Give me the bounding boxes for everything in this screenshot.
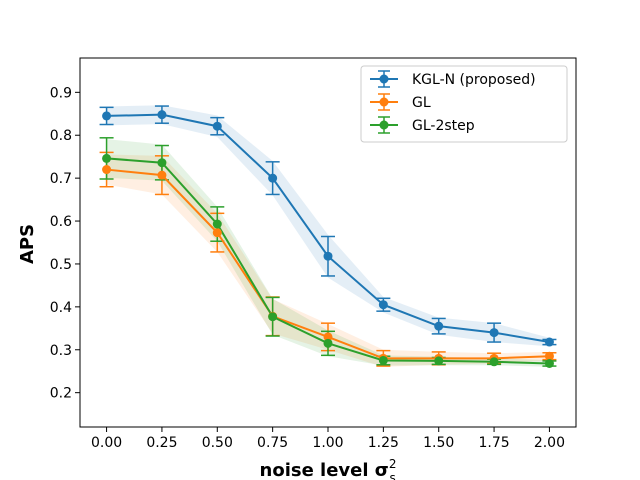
data-point — [157, 110, 167, 120]
x-axis-label-superscript: 2 — [389, 457, 397, 471]
data-point — [102, 111, 112, 121]
x-axis-label-main: noise level σ — [260, 460, 389, 480]
x-axis-label-subscript: s — [389, 471, 395, 480]
data-point — [544, 337, 554, 347]
legend: KGL-N (proposed) GL GL-2step — [360, 65, 568, 143]
y-tick-label: 0.2 — [50, 386, 72, 402]
y-tick-label: 0.7 — [50, 171, 72, 187]
data-point — [323, 332, 333, 342]
y-tick-label: 0.9 — [50, 85, 72, 101]
data-point — [489, 328, 499, 338]
x-tick-label: 1.00 — [312, 435, 343, 451]
y-tick-label: 0.8 — [50, 128, 72, 144]
data-point — [544, 351, 554, 361]
x-axis-ticks: 0.00 0.25 0.50 0.75 1.00 1.25 1.50 1.75 2.00 — [91, 427, 565, 451]
x-tick-label: 0.50 — [202, 435, 233, 451]
y-tick-label: 0.3 — [50, 343, 72, 359]
x-axis-label: noise level σ2 s — [260, 457, 397, 480]
y-axis-ticks: 0.2 0.3 0.4 0.5 0.6 0.7 0.8 0.9 — [50, 85, 80, 402]
data-point — [157, 158, 167, 168]
legend-marker — [379, 97, 389, 107]
data-point — [157, 170, 167, 180]
x-tick-label: 0.75 — [257, 435, 288, 451]
x-tick-label: 0.00 — [91, 435, 122, 451]
x-tick-label: 2.00 — [534, 435, 565, 451]
y-tick-label: 0.5 — [50, 257, 72, 273]
legend-frame — [360, 65, 568, 143]
data-point — [102, 165, 112, 175]
data-point — [434, 356, 444, 366]
data-point — [102, 153, 112, 163]
x-tick-label: 1.75 — [478, 435, 509, 451]
y-tick-label: 0.6 — [50, 214, 72, 230]
y-axis-label: APS — [17, 224, 38, 264]
legend-marker — [379, 120, 389, 130]
data-point — [323, 338, 333, 348]
legend-label: GL — [412, 95, 431, 111]
data-point — [268, 312, 278, 322]
legend-label: GL-2step — [412, 118, 475, 134]
data-point — [544, 358, 554, 368]
data-point — [212, 228, 222, 238]
legend-marker — [379, 74, 389, 84]
data-point — [268, 173, 278, 183]
data-point — [323, 251, 333, 261]
data-points — [102, 110, 554, 368]
y-tick-label: 0.4 — [50, 300, 72, 316]
x-tick-label: 1.25 — [368, 435, 399, 451]
x-tick-label: 1.50 — [423, 435, 454, 451]
legend-label: KGL-N (proposed) — [412, 72, 536, 88]
x-tick-label: 0.25 — [146, 435, 177, 451]
data-point — [378, 300, 388, 310]
data-point — [434, 321, 444, 331]
data-point — [489, 357, 499, 367]
data-point — [378, 355, 388, 365]
data-point — [212, 219, 222, 229]
data-point — [212, 121, 222, 131]
